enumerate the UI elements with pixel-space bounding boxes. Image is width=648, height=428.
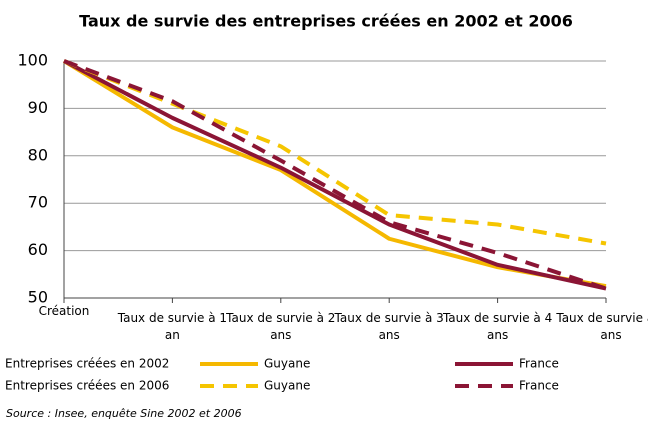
y-tick-label: 90	[28, 98, 48, 117]
legend-label: France	[519, 379, 559, 393]
series-line	[62, 59, 607, 289]
x-tick-label: Création	[38, 304, 90, 318]
x-tick-label: Taux de survie à 1 an	[117, 311, 228, 342]
legend-label: Guyane	[264, 357, 310, 371]
legend-label: France	[519, 357, 559, 371]
y-tick-label: 100	[17, 51, 48, 70]
series-line	[63, 59, 607, 246]
series-line	[63, 59, 607, 291]
x-tick-label: Taux de survie à 4 ans	[442, 311, 553, 342]
y-tick-label: 50	[28, 288, 48, 307]
x-tick-label: Taux de survie à 5 ans	[556, 311, 648, 342]
y-tick-label: 60	[28, 240, 48, 259]
chart-title: Taux de survie des entreprises créées en…	[79, 12, 573, 31]
x-tick-label: Taux de survie à 3 ans	[334, 311, 444, 342]
x-tick-label: Taux de survie à 2 ans	[226, 311, 336, 342]
legend-label: Guyane	[264, 379, 310, 393]
y-tick-label: 70	[28, 193, 48, 212]
legend-group-label: Entreprises créées en 2006	[5, 379, 169, 393]
source-note: Source : Insee, enquête Sine 2002 et 200…	[6, 407, 242, 420]
legend-group-label: Entreprises créées en 2002	[5, 357, 169, 371]
y-tick-label: 80	[28, 145, 48, 164]
series-line	[63, 59, 607, 291]
